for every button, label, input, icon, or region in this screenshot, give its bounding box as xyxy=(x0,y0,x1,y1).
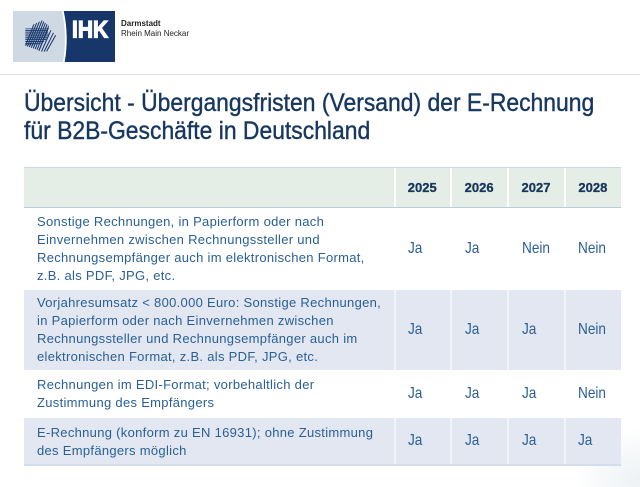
svg-text:IHK: IHK xyxy=(72,16,109,43)
